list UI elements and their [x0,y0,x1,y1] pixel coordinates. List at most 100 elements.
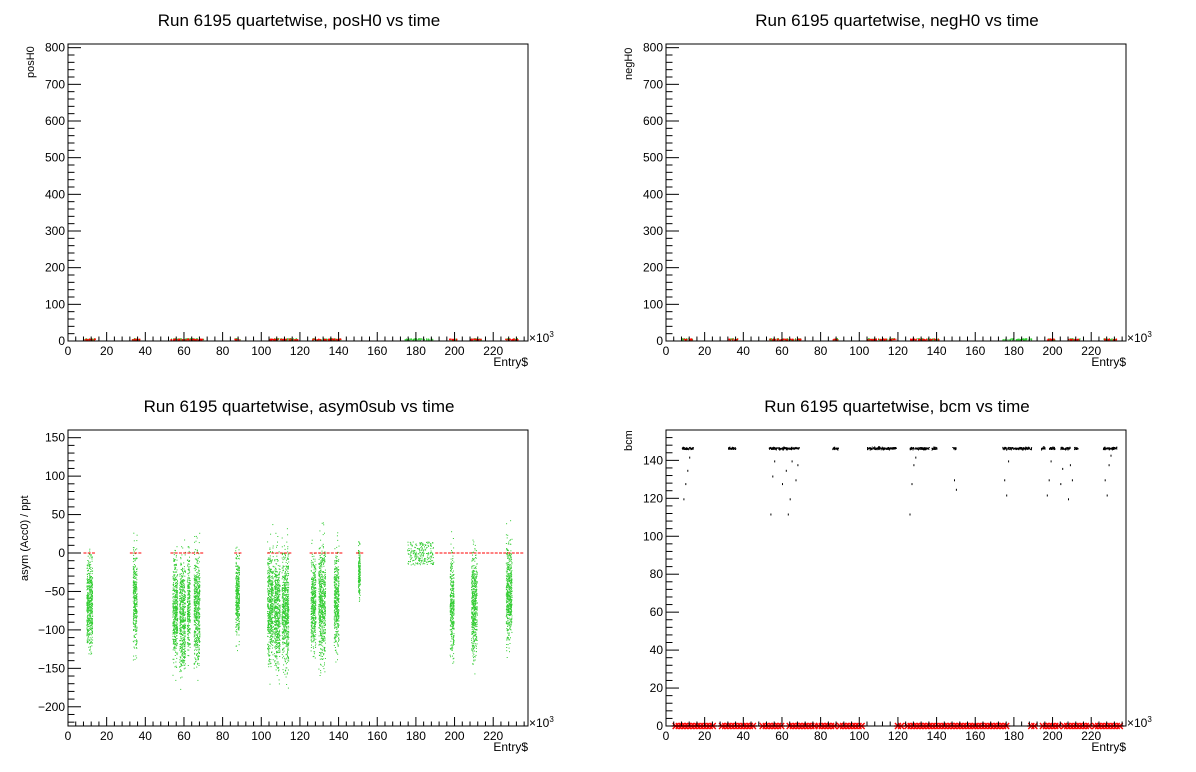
data-point [273,601,275,603]
data-point [198,665,200,666]
data-point [269,581,271,583]
data-point [94,338,96,340]
data-point [418,338,419,341]
data-point [296,339,298,341]
data-point [87,615,89,617]
data-point [180,613,182,615]
data-point [278,582,280,584]
data-point [270,666,272,668]
data-point [136,600,138,602]
data-point [275,559,277,560]
data-point [184,339,186,341]
data-point [324,339,326,341]
data-point [87,628,89,630]
data-point [237,600,239,602]
data-point [194,603,196,605]
x-tick-label: 180 [1004,344,1024,358]
data-point [770,338,771,340]
data-point [183,668,185,670]
data-point [194,551,196,553]
data-point [177,608,179,610]
data-point [197,639,199,640]
data-point [175,612,177,614]
data-point [195,661,196,663]
data-point [271,584,273,586]
data-point [236,617,238,619]
data-point [87,634,89,636]
data-point [87,636,89,638]
data-point [270,613,272,615]
data-point [91,636,93,638]
data-point [87,580,89,581]
data-point [180,589,182,590]
data-point [135,596,137,598]
data-point [132,600,134,602]
data-point [187,613,188,614]
data-point [273,339,275,341]
data-point [274,595,276,597]
data-point [271,572,273,574]
data-point [193,610,195,612]
data-point [184,618,186,620]
data-point [188,614,190,616]
data-point [198,637,200,639]
data-point [182,604,184,606]
data-point [132,584,134,586]
data-point [173,630,175,632]
data-point [175,564,177,566]
data-point [183,589,185,591]
data-point [180,670,182,672]
data-point [184,628,185,630]
data-point [172,614,174,616]
data-point [268,601,270,603]
data-point [174,633,176,635]
data-point [189,643,191,645]
data-point [235,618,237,620]
data-point [176,593,178,595]
data-point [270,621,272,623]
data-point [183,636,185,638]
data-point [183,580,185,582]
data-point [86,621,88,623]
data-point [189,566,191,567]
data-point [277,606,279,608]
data-point [187,649,189,651]
data-point [173,558,175,560]
data-point [270,609,272,611]
data-point [267,564,269,566]
data-point [134,616,136,618]
data-point [182,617,184,619]
data-point [181,589,183,591]
data-point [271,633,273,635]
data-point [90,620,92,622]
data-point [136,617,138,619]
data-point [195,615,197,617]
data-point [179,666,181,667]
data-point [179,600,181,602]
data-point [198,592,200,594]
data-point [274,655,276,657]
data-point [196,613,198,614]
data-point [173,622,175,624]
data-point [89,610,91,612]
data-point [89,604,90,606]
data-point [276,610,278,612]
data-point [272,581,274,583]
data-point [237,582,239,584]
data-point [267,607,269,609]
data-point [183,625,185,626]
data-point [271,630,273,632]
data-point [180,619,182,621]
data-point [89,565,91,567]
data-point [199,574,200,576]
data-point [87,582,88,583]
data-point [175,639,177,641]
data-point [180,580,182,582]
data-point [175,607,177,609]
data-point [92,628,93,629]
data-point [922,339,923,341]
data-point [199,653,200,654]
data-point [176,587,178,589]
data-point [173,610,175,612]
data-point [274,648,276,650]
